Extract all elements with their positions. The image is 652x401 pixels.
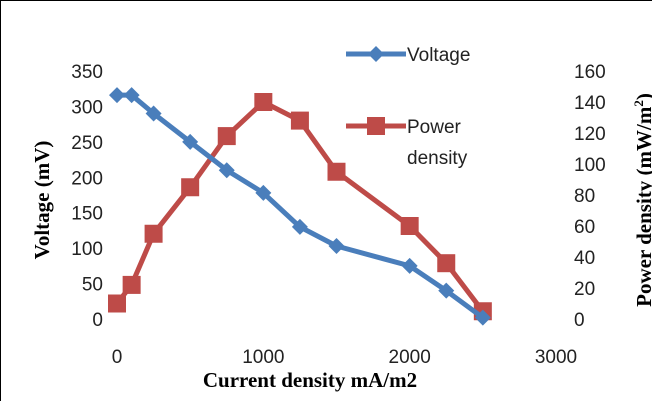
data-point-voltage <box>291 218 308 235</box>
data-point-voltage <box>474 309 491 326</box>
y2-axis-title-main: Power density (mW/m <box>632 106 652 307</box>
x-tick-label: 0 <box>112 347 123 368</box>
data-point-voltage <box>123 87 140 104</box>
data-point-power-density <box>254 93 273 111</box>
data-point-power-density <box>108 294 126 313</box>
y-axis-ticks: 0 50 100 150 200 250 300 350 <box>71 62 103 331</box>
y-tick-label: 50 <box>82 275 103 296</box>
legend-item-voltage: Voltage <box>346 45 470 66</box>
x-tick-label: 2000 <box>389 347 431 368</box>
y-tick-label: 350 <box>71 62 103 83</box>
y2-tick-label: 160 <box>574 62 606 83</box>
data-point-voltage <box>218 162 235 179</box>
legend: Voltage Power density <box>346 45 470 169</box>
data-point-power-density <box>144 224 163 243</box>
data-point-power-density <box>437 254 456 273</box>
legend-marker-voltage <box>368 46 384 62</box>
y2-tick-label: 80 <box>574 186 595 207</box>
y2-axis-title-sup: 2 <box>631 100 646 107</box>
data-point-voltage <box>109 87 125 104</box>
y-tick-label: 0 <box>92 310 103 331</box>
y2-axis-title-end: ) <box>632 93 652 100</box>
x-tick-label: 3000 <box>535 347 577 368</box>
plot-lines <box>108 87 492 326</box>
data-point-power-density <box>217 127 236 146</box>
legend-label-power-density-2: density <box>407 148 468 169</box>
x-axis-ticks: 0 1000 2000 3000 <box>112 347 577 368</box>
legend-item-power-density: Power density <box>346 117 468 169</box>
y-tick-label: 200 <box>71 168 103 189</box>
data-point-power-density <box>327 162 346 181</box>
y2-axis-title: Power density (mW/m2) <box>631 93 652 307</box>
legend-marker-power-density <box>367 117 385 135</box>
x-axis-title: Current density mA/m2 <box>203 368 417 392</box>
data-point-power-density <box>400 217 419 235</box>
legend-label-power-density: Power <box>407 117 462 138</box>
y2-tick-label: 40 <box>574 248 595 269</box>
y2-axis-ticks: 0 20 40 60 80 100 120 140 160 <box>574 62 606 331</box>
y2-tick-label: 60 <box>574 217 595 238</box>
y-tick-label: 100 <box>71 239 103 260</box>
y2-tick-label: 120 <box>574 124 606 145</box>
data-point-power-density <box>181 178 200 197</box>
y-tick-label: 150 <box>71 204 103 225</box>
data-point-voltage <box>182 133 199 150</box>
data-point-voltage <box>328 238 345 255</box>
x-tick-label: 1000 <box>242 347 284 368</box>
data-point-voltage <box>438 282 455 299</box>
y2-tick-label: 20 <box>574 279 595 300</box>
y2-tick-label: 140 <box>574 93 606 114</box>
y-axis-title: Voltage (mV) <box>30 141 54 260</box>
data-point-voltage <box>401 257 418 274</box>
data-point-voltage <box>255 184 272 201</box>
y-tick-label: 250 <box>71 133 103 154</box>
data-point-power-density <box>122 275 141 294</box>
y2-tick-label: 0 <box>574 310 585 331</box>
legend-label-voltage: Voltage <box>407 45 470 66</box>
data-point-power-density <box>290 111 309 130</box>
y2-tick-label: 100 <box>574 155 606 176</box>
y-tick-label: 300 <box>71 97 103 118</box>
data-point-voltage <box>145 105 162 122</box>
